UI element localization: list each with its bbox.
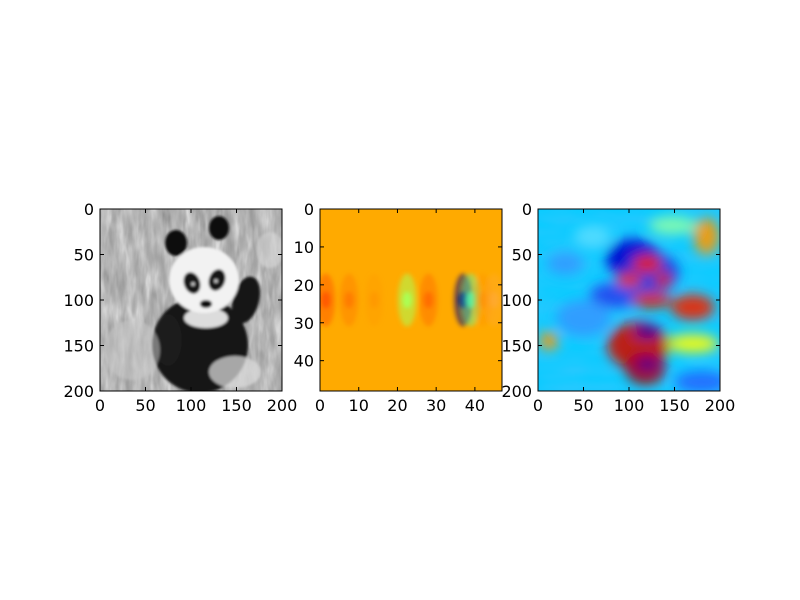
heatmap-blob (693, 218, 720, 255)
x-tick-label: 30 (426, 396, 446, 415)
x-tick-label: 40 (465, 396, 485, 415)
feature-band-core (466, 291, 476, 309)
x-tick-label: 50 (135, 396, 155, 415)
y-tick-label: 50 (512, 246, 532, 265)
feature-map-image (320, 209, 502, 391)
feature-band-core (369, 291, 379, 309)
heatmap-blob (574, 225, 611, 248)
heatmap-blob (625, 351, 666, 385)
heatmap-blob (667, 334, 719, 353)
x-tick-label: 10 (349, 396, 369, 415)
heatmap-blob (589, 282, 641, 309)
heatmap-blob (631, 291, 672, 309)
y-tick-label: 10 (294, 238, 314, 257)
y-tick-label: 100 (63, 291, 94, 310)
x-tick-label: 20 (387, 396, 407, 415)
panda-image (100, 209, 282, 391)
y-tick-label: 20 (294, 276, 314, 295)
heatmap-blob (649, 216, 697, 235)
feature-band-core (489, 291, 499, 309)
feature-band-core (402, 291, 412, 309)
heatmap-blob (556, 300, 611, 337)
feature-band-core (423, 291, 434, 309)
y-tick-label: 0 (522, 200, 532, 219)
x-tick-label: 150 (221, 396, 252, 415)
heatmap-blob (632, 254, 662, 273)
heatmap-blob (674, 370, 720, 391)
panel-2-frame (319, 208, 503, 392)
activation-heatmap-image (538, 209, 720, 391)
y-tick-label: 150 (501, 337, 532, 356)
y-tick-label: 100 (501, 291, 532, 310)
y-tick-label: 200 (63, 382, 94, 401)
feature-band-core (477, 291, 488, 309)
x-tick-label: 100 (614, 396, 645, 415)
x-tick-label: 150 (659, 396, 690, 415)
panel-2-axes: 0 10 20 30 40 0 10 20 30 40 (294, 200, 502, 415)
y-tick-label: 40 (294, 352, 314, 371)
x-tick-label: 200 (705, 396, 736, 415)
feature-band-core (344, 291, 354, 309)
heatmap-blob (634, 325, 660, 339)
panel-feature-map: 0 10 20 30 40 0 10 20 30 40 (294, 200, 503, 415)
x-tick-label: 0 (315, 396, 325, 415)
y-tick-label: 50 (74, 246, 94, 265)
x-tick-label: 0 (533, 396, 543, 415)
y-tick-label: 0 (84, 200, 94, 219)
heatmap-blob (636, 359, 659, 369)
heatmap-blob (547, 252, 584, 275)
y-tick-label: 150 (63, 337, 94, 356)
y-tick-label: 0 (304, 200, 314, 219)
heatmap-blob (654, 272, 673, 288)
y-tick-label: 200 (501, 382, 532, 401)
heatmap-blob (670, 294, 715, 321)
heatmap-blob (539, 331, 559, 351)
heatmap-blob (616, 272, 642, 288)
x-tick-label: 200 (267, 396, 298, 415)
x-tick-label: 100 (176, 396, 207, 415)
y-tick-label: 30 (294, 314, 314, 333)
x-tick-label: 0 (95, 396, 105, 415)
feature-band-core (321, 291, 331, 309)
x-tick-label: 50 (573, 396, 593, 415)
